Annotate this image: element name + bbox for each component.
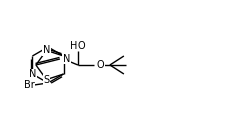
Text: N: N: [29, 69, 36, 79]
Text: S: S: [43, 75, 50, 85]
Text: N: N: [63, 54, 70, 64]
Text: Br: Br: [24, 80, 34, 90]
Text: O: O: [97, 60, 104, 70]
Text: O: O: [77, 41, 85, 51]
Text: H: H: [70, 41, 78, 51]
Text: N: N: [43, 45, 50, 55]
